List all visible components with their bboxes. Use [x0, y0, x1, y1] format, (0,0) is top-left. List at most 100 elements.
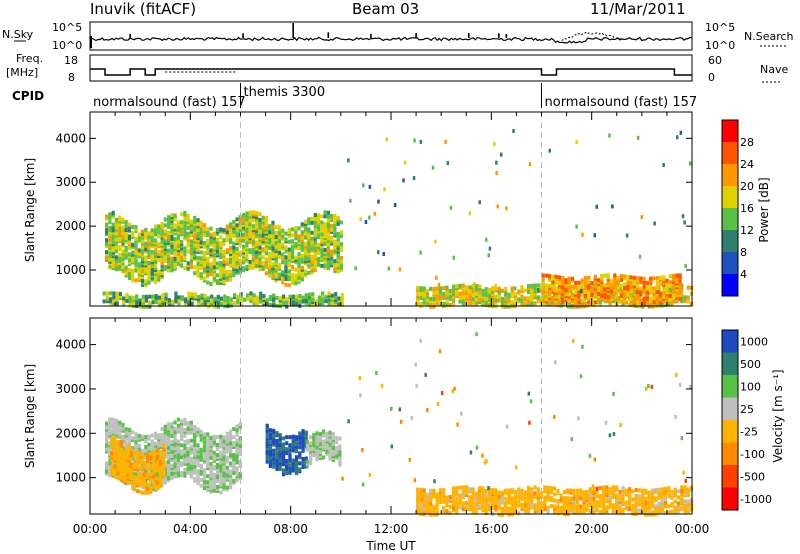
data-cell	[127, 272, 132, 276]
data-cell	[186, 421, 190, 425]
data-cell	[487, 493, 491, 498]
data-cell	[189, 456, 193, 461]
data-cell	[108, 431, 112, 436]
data-cell	[190, 301, 194, 306]
data-cell	[281, 234, 285, 239]
data-cell	[291, 294, 295, 299]
data-cell	[119, 465, 123, 470]
data-cell	[105, 250, 109, 255]
data-cell	[167, 440, 171, 445]
data-cell	[553, 302, 557, 307]
data-cell	[326, 266, 330, 271]
data-cell	[132, 479, 137, 484]
data-cell	[497, 298, 501, 303]
data-cell	[252, 293, 256, 298]
data-cell	[621, 500, 625, 505]
data-cell	[150, 250, 154, 254]
data-cell	[206, 296, 211, 301]
data-cell	[520, 488, 524, 493]
data-cell	[310, 260, 314, 265]
data-cell	[129, 453, 133, 458]
data-cell	[598, 493, 602, 498]
data-cell	[183, 224, 187, 229]
data-cell	[202, 250, 207, 255]
data-cell	[314, 299, 318, 304]
data-cell	[471, 283, 475, 288]
data-cell	[154, 254, 158, 259]
data-cell	[610, 295, 614, 299]
data-cell	[554, 286, 558, 291]
data-cell	[515, 465, 518, 470]
data-cell	[611, 489, 615, 494]
data-cell	[288, 298, 292, 303]
data-cell	[579, 492, 583, 497]
data-cell	[285, 304, 289, 309]
data-cell	[527, 509, 531, 514]
data-cell	[593, 233, 596, 238]
data-cell	[304, 231, 308, 236]
data-cell	[442, 487, 446, 492]
data-cell	[235, 466, 239, 471]
data-cell	[290, 233, 295, 238]
data-cell	[333, 267, 337, 272]
nsky-tick-top: 10^5	[52, 21, 82, 34]
data-cell	[341, 476, 344, 481]
data-cell	[446, 161, 450, 166]
data-cell	[574, 296, 578, 301]
data-cell	[180, 427, 184, 432]
data-cell	[445, 285, 449, 290]
data-cell	[484, 497, 488, 501]
data-cell	[170, 244, 174, 249]
data-cell	[442, 292, 446, 296]
data-cell	[167, 422, 171, 427]
data-cell	[199, 433, 203, 438]
data-cell	[264, 215, 268, 220]
data-cell	[105, 230, 109, 235]
data-cell	[235, 432, 239, 437]
data-cell	[275, 431, 279, 436]
nsky-line	[89, 36, 693, 44]
data-cell	[186, 241, 190, 246]
data-cell	[285, 300, 289, 305]
colorbar-segment	[722, 375, 738, 398]
data-cell	[335, 450, 339, 455]
data-cell	[290, 245, 295, 250]
data-cell	[287, 269, 291, 274]
data-cell	[170, 454, 174, 458]
data-cell	[333, 219, 337, 224]
data-cell	[304, 251, 308, 256]
data-cell	[242, 232, 246, 237]
data-cell	[174, 291, 178, 296]
data-cell	[105, 469, 109, 474]
data-cell	[543, 489, 547, 494]
data-cell	[438, 488, 443, 493]
colorbar-segment	[722, 120, 738, 142]
data-cell	[438, 294, 443, 299]
data-cell	[602, 491, 606, 496]
colorbar-tick-label: -1000	[740, 493, 772, 506]
data-cell	[647, 500, 651, 505]
data-cell	[215, 471, 220, 475]
data-cell	[553, 492, 557, 497]
data-cell	[271, 220, 275, 225]
freq-trace	[90, 68, 692, 76]
data-cell	[587, 275, 591, 280]
data-cell	[127, 246, 132, 251]
data-cell	[455, 284, 459, 289]
data-cell	[277, 272, 282, 277]
data-cell	[297, 262, 301, 266]
colorbar-segment	[722, 142, 738, 164]
data-cell	[163, 229, 167, 234]
data-cell	[287, 283, 291, 288]
data-cell	[229, 263, 233, 268]
data-cell	[235, 268, 239, 273]
data-cell	[281, 278, 285, 283]
data-cell	[603, 287, 607, 292]
data-cell	[202, 240, 207, 245]
data-cell	[238, 258, 242, 263]
data-cell	[487, 287, 491, 292]
data-cell	[180, 251, 184, 256]
data-cell	[275, 443, 279, 447]
data-cell	[139, 466, 143, 471]
data-cell	[368, 184, 372, 189]
